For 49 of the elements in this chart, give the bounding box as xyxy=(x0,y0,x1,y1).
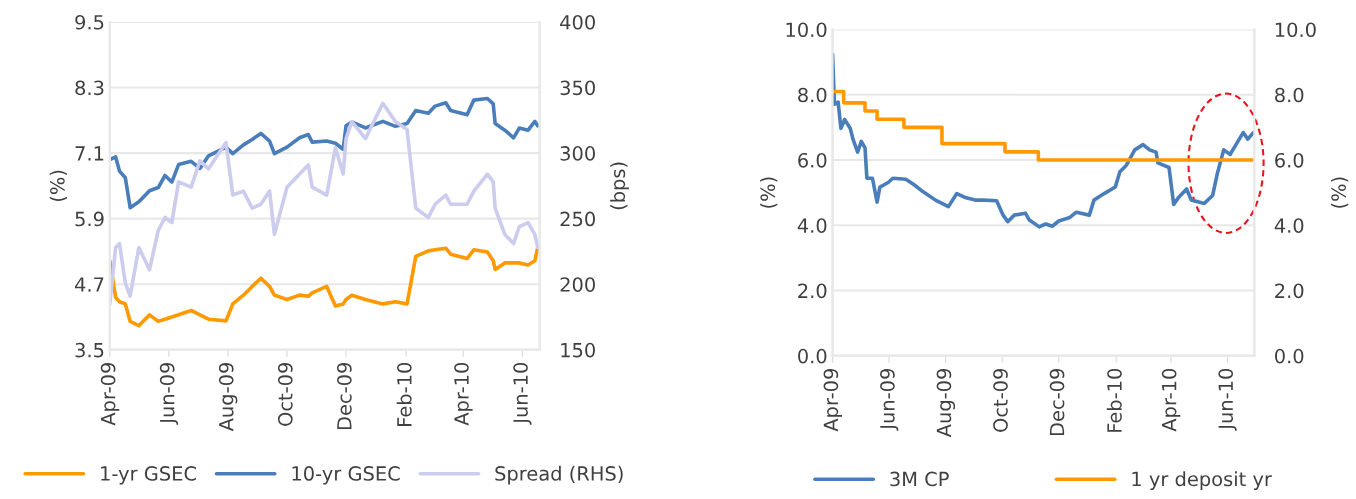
x-tick-label: Feb-10 xyxy=(396,362,412,426)
x-tick-label: Apr-09 xyxy=(823,368,842,432)
x-tick-label: Aug-09 xyxy=(218,362,238,432)
x-tick-label: Feb-10 xyxy=(1106,368,1122,432)
y2-tick-label: 6.0 xyxy=(1275,152,1304,168)
legend-label: 1-yr GSEC xyxy=(101,466,196,485)
x-tick-label: Dec-09 xyxy=(336,362,352,430)
y2-axis-title: (%) xyxy=(1330,177,1349,208)
y-tick-label: 3.5 xyxy=(75,342,104,358)
y-tick-label: 7.1 xyxy=(75,146,104,161)
y-tick-label: 5.9 xyxy=(75,211,104,227)
legend-label: 1 yr deposit yr xyxy=(1132,471,1272,491)
x-tick-label: Jun-09 xyxy=(159,362,179,425)
x-tick-label: Apr-10 xyxy=(454,362,473,426)
legend-label: 3M CP xyxy=(890,471,949,487)
y2-tick-label: 300 xyxy=(560,146,595,161)
y2-tick-label: 8.0 xyxy=(1275,87,1304,103)
x-tick-label: Aug-09 xyxy=(936,368,956,438)
y-axis-title: (%) xyxy=(760,177,778,208)
x-tick-label: Apr-09 xyxy=(100,362,120,426)
y2-tick-label: 250 xyxy=(560,211,595,227)
y-tick-label: 9.5 xyxy=(75,14,104,30)
y2-axis-title: (bps) xyxy=(610,162,629,210)
y-tick-label: 8.3 xyxy=(75,80,104,96)
y-tick-label: 4.0 xyxy=(797,218,827,233)
y2-tick-label: 200 xyxy=(560,277,595,292)
x-tick-label: Oct-09 xyxy=(277,362,293,426)
y-axis-title: (%) xyxy=(49,170,68,202)
y-tick-label: 10.0 xyxy=(786,22,827,38)
y2-tick-label: 400 xyxy=(560,14,595,30)
x-tick-label: Jun-10 xyxy=(513,362,532,425)
legend-label: Spread (RHS) xyxy=(495,465,623,485)
y-tick-label: 6.0 xyxy=(798,152,827,168)
y2-tick-label: 10.0 xyxy=(1275,22,1316,38)
x-tick-label: Dec-09 xyxy=(1049,368,1065,436)
y2-tick-label: 2.0 xyxy=(1275,283,1304,299)
y-tick-label: 0.0 xyxy=(798,348,827,364)
y-tick-label: 4.7 xyxy=(75,277,104,292)
x-tick-label: Jun-10 xyxy=(1218,368,1237,431)
x-tick-label: Jun-09 xyxy=(880,368,899,431)
legend-label: 10-yr GSEC xyxy=(292,466,400,485)
y2-tick-label: 350 xyxy=(560,80,595,96)
x-tick-label: Apr-10 xyxy=(1161,368,1181,432)
y2-tick-label: 0.0 xyxy=(1275,348,1304,364)
y-tick-label: 2.0 xyxy=(798,283,827,299)
y-tick-label: 8.0 xyxy=(798,87,827,103)
y2-tick-label: 4.0 xyxy=(1274,218,1304,233)
y2-tick-label: 150 xyxy=(561,342,595,358)
x-tick-label: Oct-09 xyxy=(993,368,1008,432)
